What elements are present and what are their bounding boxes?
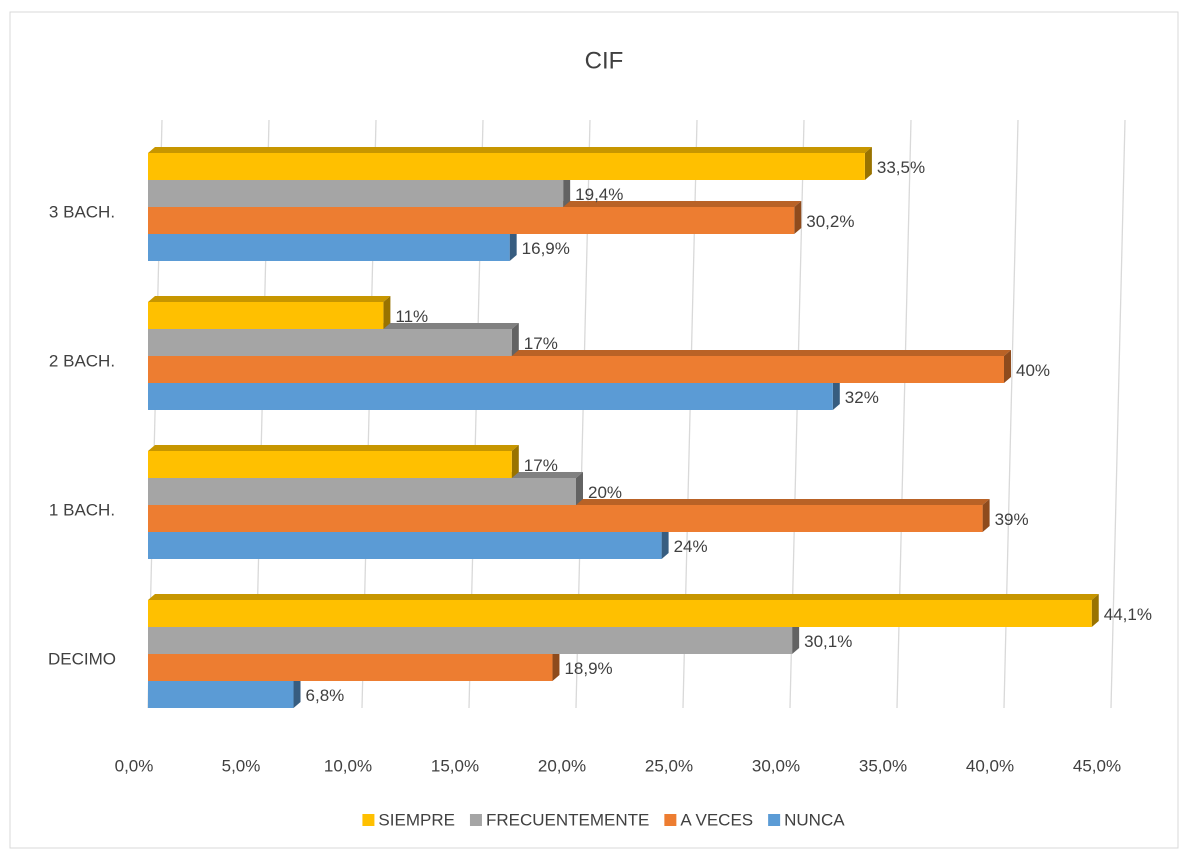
bar-front — [148, 302, 384, 329]
bar — [148, 201, 802, 234]
x-tick-label: 35,0% — [859, 756, 907, 775]
x-tick-label: 40,0% — [966, 756, 1014, 775]
bar-side — [794, 201, 802, 234]
data-label: 39% — [995, 510, 1029, 529]
legend-swatch — [664, 814, 677, 826]
bar-front — [148, 383, 833, 410]
bar-side — [552, 648, 560, 681]
legend-label: A VECES — [680, 810, 753, 829]
bar-front — [148, 600, 1092, 627]
bar-side — [982, 499, 990, 532]
bar-front — [148, 478, 576, 505]
data-label: 30,1% — [804, 632, 852, 651]
data-label: 32% — [845, 388, 879, 407]
bar-top — [148, 296, 391, 302]
chart-border — [9, 11, 1179, 849]
bar-front — [148, 505, 983, 532]
y-tick-label: 3 BACH. — [49, 202, 115, 221]
y-tick-label: DECIMO — [48, 649, 116, 668]
bar-top — [148, 594, 1099, 600]
legend-swatch — [768, 814, 781, 826]
data-label: 19,4% — [575, 185, 623, 204]
bar-side — [576, 472, 583, 505]
data-label: 11% — [395, 307, 428, 326]
legend-label: FRECUENTEMENTE — [486, 810, 649, 829]
bar-side — [864, 147, 872, 180]
bar-front — [148, 234, 510, 261]
data-label: 17% — [524, 334, 558, 353]
bar-side — [293, 675, 301, 708]
bar-front — [148, 532, 662, 559]
bar-side — [383, 296, 391, 329]
bar-side — [1004, 350, 1011, 383]
bar-front — [148, 627, 793, 654]
bar-side — [1091, 594, 1099, 627]
legend: SIEMPRE FRECUENTEMENTE A VECES NUNCA — [362, 810, 845, 829]
bar — [148, 296, 391, 329]
bar-top — [148, 147, 872, 153]
data-label: 18,9% — [564, 659, 612, 678]
bar-side — [511, 445, 519, 478]
data-label: 33,5% — [877, 158, 925, 177]
legend-swatch — [362, 814, 375, 826]
data-label: 40% — [1016, 361, 1050, 380]
data-label: 16,9% — [522, 239, 570, 258]
legend-label: NUNCA — [784, 810, 845, 829]
x-tick-label: 30,0% — [752, 756, 800, 775]
bar-front — [148, 356, 1004, 383]
bar-side — [661, 526, 669, 559]
legend-swatch — [469, 814, 482, 826]
x-tick-label: 15,0% — [431, 756, 479, 775]
bar-side — [563, 174, 571, 207]
bar — [148, 445, 519, 478]
data-label: 17% — [524, 456, 558, 475]
x-tick-label: 25,0% — [645, 756, 693, 775]
bar-front — [148, 451, 512, 478]
bar-front — [148, 207, 795, 234]
bar-front — [148, 180, 564, 207]
data-label: 20% — [588, 483, 622, 502]
y-tick-label: 1 BACH. — [49, 500, 115, 519]
bar-side — [511, 323, 519, 356]
bar — [148, 594, 1099, 627]
data-label: 44,1% — [1104, 605, 1152, 624]
x-tick-label: 10,0% — [324, 756, 372, 775]
legend-label: SIEMPRE — [378, 810, 455, 829]
data-label: 24% — [674, 537, 708, 556]
bar — [148, 147, 872, 180]
bar-top — [148, 445, 519, 451]
bar-front — [148, 329, 512, 356]
chart-title: CIF — [585, 47, 624, 74]
x-tick-label: 45,0% — [1073, 756, 1121, 775]
x-tick-label: 0,0% — [115, 756, 154, 775]
x-tick-label: 5,0% — [222, 756, 261, 775]
y-tick-label: 2 BACH. — [49, 351, 115, 370]
bar-side — [792, 621, 800, 654]
bar-side — [509, 228, 517, 261]
x-tick-label: 20,0% — [538, 756, 586, 775]
data-label: 6,8% — [306, 686, 345, 705]
bar-side — [832, 377, 840, 410]
bar-front — [148, 681, 294, 708]
bar-front — [148, 654, 553, 681]
grid-line — [1110, 119, 1126, 709]
data-label: 30,2% — [806, 212, 854, 231]
bar-front — [148, 153, 865, 180]
